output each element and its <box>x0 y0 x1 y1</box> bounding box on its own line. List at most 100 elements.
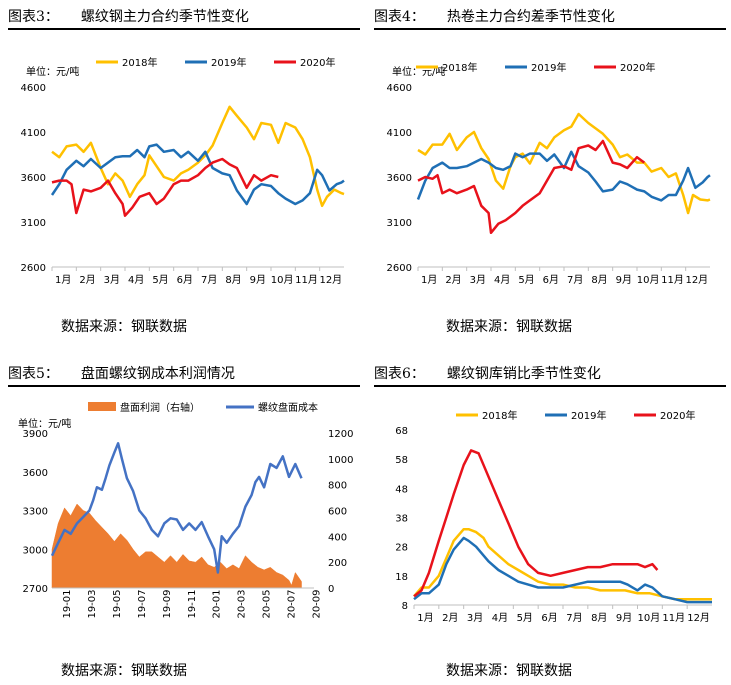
x-tick-label: 6月 <box>541 612 557 624</box>
figure-title: 热卷主力合约差季节性变化 <box>446 9 615 25</box>
y-tick-label: 3600 <box>21 173 46 184</box>
legend-label: 2020年 <box>660 409 695 422</box>
x-tick-label: 19-05 <box>112 589 123 618</box>
panel-title: 图表6： 螺纹钢库销比季节性变化 <box>374 363 601 383</box>
series-line-2020年 <box>417 139 646 235</box>
source-note: 数据来源：钢联数据 <box>61 319 187 335</box>
y-tick-label-left: 3000 <box>23 545 48 556</box>
x-tick-label: 9月 <box>616 274 632 286</box>
x-tick-label: 2月 <box>79 274 95 286</box>
legend-label: 2019年 <box>571 409 606 422</box>
y-tick-label: 48 <box>395 484 408 495</box>
x-tick-label: 11月 <box>661 274 684 286</box>
x-tick-label: 12月 <box>685 274 708 286</box>
source-note: 数据来源：钢联数据 <box>446 663 572 679</box>
y-tick-label: 2600 <box>387 263 412 274</box>
x-tick-label: 9月 <box>250 274 266 286</box>
x-tick-label: 9月 <box>616 612 632 624</box>
y-tick-label-right: 600 <box>328 507 347 518</box>
y-tick-label-left: 3300 <box>23 507 48 518</box>
x-tick-label: 2月 <box>442 612 458 624</box>
series-line-2019年 <box>50 143 345 206</box>
title-rule <box>374 385 726 387</box>
x-tick-label: 10月 <box>637 274 660 286</box>
title-rule <box>374 28 726 30</box>
chart-panel-6: 图表6： 螺纹钢库销比季节性变化 8 18 28 38 48 58 68 1月 2月 3月 4月 5月 6… <box>374 355 726 685</box>
legend-label: 2019年 <box>531 61 566 74</box>
x-tick-label: 20-03 <box>237 589 248 618</box>
y-tick-label: 8 <box>402 601 408 612</box>
figure-title: 盘面螺纹钢成本利润情况 <box>80 366 235 382</box>
x-tick-label: 19-11 <box>187 589 198 618</box>
x-tick-label: 12月 <box>319 274 342 286</box>
x-tick-label: 7月 <box>566 612 582 624</box>
x-tick-label: 2月 <box>445 274 461 286</box>
y-tick-label-left: 3600 <box>23 468 48 479</box>
legend-label: 2019年 <box>211 56 246 69</box>
legend-swatch <box>88 402 116 411</box>
y-tick-label: 3100 <box>387 218 412 229</box>
x-tick-label: 7月 <box>201 274 217 286</box>
x-tick-label: 8月 <box>591 274 607 286</box>
y-tick-label-right: 1000 <box>328 455 353 466</box>
unit-label: 单位：元/吨 <box>26 65 79 78</box>
y-tick-label-right: 1200 <box>328 429 353 440</box>
x-tick-label: 4月 <box>492 612 508 624</box>
x-tick-label: 8月 <box>225 274 241 286</box>
x-tick-label: 8月 <box>591 612 607 624</box>
x-tick-label: 4月 <box>494 274 510 286</box>
series-line-2020年 <box>413 449 659 598</box>
y-tick-label-right: 0 <box>328 584 334 595</box>
figure-title: 螺纹钢库销比季节性变化 <box>446 366 601 382</box>
series-line-2019年 <box>416 150 711 202</box>
series-line-2020年 <box>51 157 279 217</box>
y-tick-label: 18 <box>395 572 408 583</box>
x-tick-label: 1月 <box>55 274 71 286</box>
y-tick-label: 58 <box>395 455 408 466</box>
chart-inventory-sales-ratio: 8 18 28 38 48 58 68 1月 2月 3月 4月 5月 6月 7月 8月 9月 10月 11月 12月… <box>395 409 712 624</box>
figure-number: 图表3： <box>8 9 59 25</box>
x-tick-label: 1月 <box>421 274 437 286</box>
y-tick-label-right: 200 <box>328 558 347 569</box>
panel-title: 图表5： 盘面螺纹钢成本利润情况 <box>8 363 235 383</box>
source-note: 数据来源：钢联数据 <box>61 663 187 679</box>
y-tick-label: 3600 <box>387 173 412 184</box>
x-tick-label: 20-05 <box>262 589 273 618</box>
legend-label: 盘面利润（右轴） <box>120 401 200 414</box>
unit-label: 单位：元/吨 <box>18 417 71 430</box>
x-tick-label: 6月 <box>543 274 559 286</box>
series-line-cost <box>50 442 303 574</box>
source-note: 数据来源：钢联数据 <box>446 319 572 335</box>
legend-label: 2018年 <box>442 61 477 74</box>
series-line-2018年 <box>417 112 711 215</box>
x-tick-label: 3月 <box>467 612 483 624</box>
figure-number: 图表6： <box>374 366 425 382</box>
x-tick-label: 19-03 <box>87 589 98 618</box>
x-tick-label: 1月 <box>417 612 433 624</box>
x-tick-label: 10月 <box>638 612 661 624</box>
chart-cost-profit: 单位：元/吨 2700 3000 3300 3600 3900 0 200 400 600 800 1… <box>18 401 353 619</box>
legend-label: 2020年 <box>300 56 335 69</box>
x-tick-label: 7月 <box>567 274 583 286</box>
x-tick-label: 5月 <box>518 274 534 286</box>
y-tick-label: 4100 <box>21 128 46 139</box>
series-line-2018年 <box>413 527 712 601</box>
x-tick-label: 10月 <box>271 274 294 286</box>
x-tick-label: 11月 <box>295 274 318 286</box>
legend-label: 螺纹盘面成本 <box>258 401 318 414</box>
figure-number: 图表4： <box>374 9 425 25</box>
x-tick-label: 5月 <box>517 612 533 624</box>
y-tick-label-left: 2700 <box>23 584 48 595</box>
y-tick-label-right: 800 <box>328 481 347 492</box>
x-tick-label: 4月 <box>128 274 144 286</box>
x-tick-label: 20-09 <box>312 589 323 618</box>
series-line-2018年 <box>51 105 345 208</box>
title-rule <box>8 28 360 30</box>
x-tick-label: 12月 <box>687 612 710 624</box>
legend-label: 2018年 <box>482 409 517 422</box>
x-tick-label: 20-01 <box>212 589 223 618</box>
y-tick-label-left: 3900 <box>23 429 48 440</box>
y-tick-label-right: 400 <box>328 532 347 543</box>
x-tick-label: 20-07 <box>287 589 298 618</box>
